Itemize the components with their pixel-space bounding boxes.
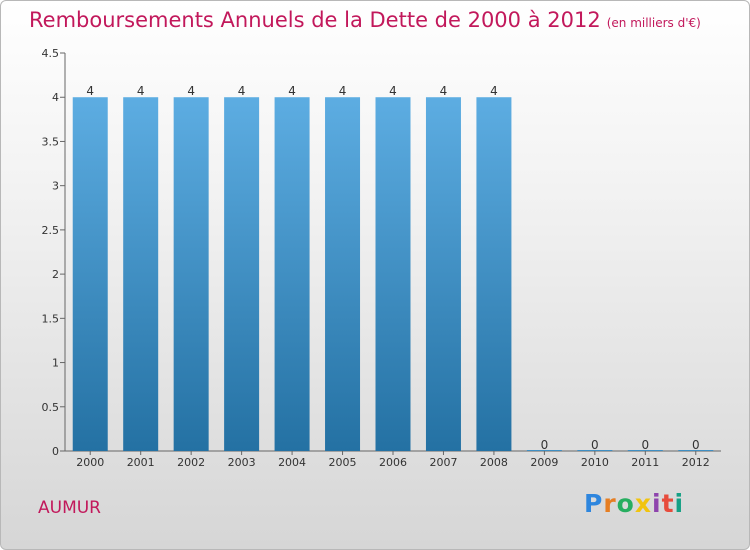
data-label: 4 (187, 84, 195, 98)
y-tick-label: 1 (52, 357, 59, 370)
data-label: 0 (692, 438, 700, 452)
bar-2001 (123, 97, 159, 451)
logo-letter: o (616, 489, 635, 518)
bar-2012 (678, 450, 714, 451)
y-tick-label: 1.5 (42, 312, 60, 325)
x-tick-label: 2000 (76, 456, 104, 469)
y-tick-label: 2 (52, 268, 59, 281)
logo-letter: r (603, 489, 617, 518)
x-tick-label: 2010 (581, 456, 609, 469)
y-tick-label: 4 (52, 91, 59, 104)
data-label: 4 (238, 84, 246, 98)
bar-2008 (476, 97, 512, 451)
x-tick-label: 2006 (379, 456, 407, 469)
data-label: 4 (137, 84, 145, 98)
data-label: 0 (641, 438, 649, 452)
x-tick-label: 2003 (228, 456, 256, 469)
y-tick-label: 0 (52, 445, 59, 458)
chart-title: Remboursements Annuels de la Dette de 20… (29, 8, 701, 32)
x-tick-label: 2008 (480, 456, 508, 469)
data-label: 4 (288, 84, 296, 98)
logo-letter: i (652, 489, 662, 518)
x-tick-label: 2011 (631, 456, 659, 469)
x-tick-label: 2005 (329, 456, 357, 469)
bar-2010 (577, 450, 613, 451)
x-tick-label: 2001 (127, 456, 155, 469)
chart-labels: 0 0.5 1 1.5 2 2.5 3 3.5 4 4.5 2000 4 2001 4 2002 4 2003 4… (42, 47, 710, 469)
y-tick-label: 2.5 (42, 224, 60, 237)
logo-letter: x (634, 489, 652, 518)
x-tick-label: 2012 (682, 456, 710, 469)
data-label: 0 (541, 438, 549, 452)
bar-2004 (274, 97, 310, 451)
data-label: 4 (86, 84, 94, 98)
y-tick-label: 0.5 (42, 401, 60, 414)
x-tick-label: 2009 (530, 456, 558, 469)
logo-letter: t (661, 489, 675, 518)
bar-2009 (526, 450, 562, 451)
bar-2011 (627, 450, 663, 451)
logo-letter: P (584, 489, 604, 518)
bar-2002 (173, 97, 209, 451)
data-label: 4 (440, 84, 448, 98)
bar-2000 (72, 97, 108, 451)
bar-2006 (375, 97, 411, 451)
commune-name: AUMUR (38, 498, 101, 518)
chart-subtitle: (en milliers d'€) (606, 16, 701, 30)
proxiti-logo[interactable]: Proxiti (584, 489, 684, 518)
chart-title-text: Remboursements Annuels de la Dette de 20… (29, 8, 601, 32)
bar-2003 (224, 97, 260, 451)
data-label: 4 (389, 84, 397, 98)
y-tick-label: 3.5 (42, 135, 60, 148)
bar-2005 (325, 97, 361, 451)
bar-2007 (425, 97, 461, 451)
logo-letter: i (674, 489, 685, 518)
x-tick-label: 2007 (429, 456, 457, 469)
chart-bars (72, 97, 714, 451)
x-tick-label: 2004 (278, 456, 306, 469)
data-label: 0 (591, 438, 599, 452)
x-tick-label: 2002 (177, 456, 205, 469)
y-tick-label: 4.5 (42, 47, 60, 60)
data-label: 4 (490, 84, 498, 98)
data-label: 4 (339, 84, 347, 98)
y-tick-label: 3 (52, 180, 59, 193)
